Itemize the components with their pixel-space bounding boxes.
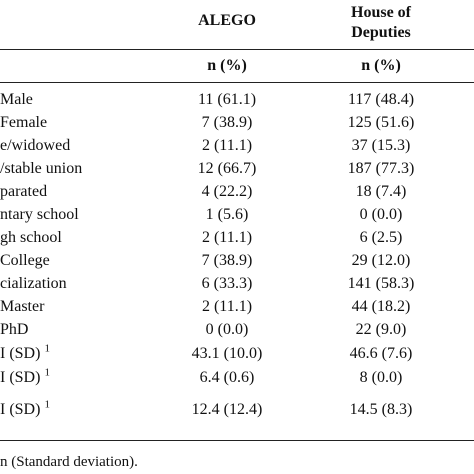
row-label-text: I (SD) [0, 401, 41, 418]
row-label: gh school [0, 227, 62, 249]
table-row: I (SD) 1 12.4 (12.4) 14.5 (8.3) [0, 399, 474, 421]
table-row: I (SD) 1 6.4 (0.6) 8 (0.0) [0, 367, 474, 389]
row-label-text: e/widowed [0, 137, 71, 154]
row-label-text: Male [0, 91, 33, 108]
table-row: Master 2 (11.1) 44 (18.2) [0, 296, 474, 318]
footnote: n (Standard deviation). [0, 454, 138, 470]
footnote-marker: 1 [44, 398, 50, 411]
table-row: parated 4 (22.2) 18 (7.4) [0, 181, 474, 203]
row-label: parated [0, 181, 47, 203]
cell-alego: 43.1 (10.0) [191, 345, 263, 362]
table-row: College 7 (38.9) 29 (12.0) [0, 250, 474, 272]
table-row: cialization 6 (33.3) 141 (58.3) [0, 273, 474, 295]
row-label-text: Female [0, 114, 48, 131]
cell-alego: 2 (11.1) [201, 229, 253, 246]
cell-house: 6 (2.5) [359, 229, 403, 246]
subheader-house: n (%) [361, 57, 401, 74]
header-divider [0, 49, 474, 50]
cell-alego: 2 (11.1) [201, 298, 253, 315]
cell-house: 46.6 (7.6) [349, 345, 413, 362]
cell-house: 44 (18.2) [351, 298, 411, 315]
row-label: PhD [0, 319, 28, 341]
cell-house: 117 (48.4) [347, 91, 415, 108]
row-label: Female [0, 112, 47, 134]
table-row: Female 7 (38.9) 125 (51.6) [0, 112, 474, 134]
row-label-text: College [0, 252, 50, 269]
cell-alego: 7 (38.9) [201, 252, 253, 269]
cell-alego: 6 (33.3) [201, 275, 253, 292]
row-label-text: PhD [0, 321, 29, 338]
cell-house: 37 (15.3) [351, 137, 411, 154]
cell-alego: 11 (61.1) [197, 91, 257, 108]
cell-house: 8 (0.0) [359, 369, 403, 386]
row-label-text: I (SD) [0, 369, 41, 386]
cell-house: 125 (51.6) [347, 114, 415, 131]
table-bottom-rule [0, 440, 474, 441]
row-label: cialization [0, 273, 67, 295]
cell-alego: 12.4 (12.4) [191, 401, 263, 418]
row-label: /stable union [0, 158, 82, 180]
table-row: gh school 2 (11.1) 6 (2.5) [0, 227, 474, 249]
cell-house: 18 (7.4) [355, 183, 407, 200]
row-label: I (SD) 1 [0, 343, 50, 365]
cell-house: 0 (0.0) [359, 206, 403, 223]
row-label: e/widowed [0, 135, 70, 157]
cell-house: 29 (12.0) [351, 252, 411, 269]
subheader-divider [0, 82, 474, 83]
column-header-house-line2: Deputies [351, 24, 411, 41]
row-label-text: I (SD) [0, 345, 41, 362]
cell-alego: 7 (38.9) [201, 114, 253, 131]
table-row: /stable union 12 (66.7) 187 (77.3) [0, 158, 474, 180]
column-header-alego: ALEGO [198, 12, 256, 29]
cell-house: 22 (9.0) [355, 321, 407, 338]
row-label-text: ntary school [0, 206, 79, 223]
cell-alego: 6.4 (0.6) [199, 369, 255, 386]
row-label: Male [0, 89, 33, 111]
cell-house: 14.5 (8.3) [349, 401, 413, 418]
table-row: I (SD) 1 43.1 (10.0) 46.6 (7.6) [0, 343, 474, 365]
column-header-house-line1: House of [351, 4, 411, 21]
cell-alego: 2 (11.1) [201, 137, 253, 154]
row-label: College [0, 250, 50, 272]
row-label: I (SD) 1 [0, 399, 50, 421]
subheader-alego: n (%) [207, 57, 247, 74]
footnote-marker: 1 [44, 366, 50, 379]
row-label-text: parated [0, 183, 48, 200]
row-label: I (SD) 1 [0, 367, 50, 389]
row-label: ntary school [0, 204, 79, 226]
cell-alego: 1 (5.6) [205, 206, 249, 223]
cell-alego: 12 (66.7) [197, 160, 257, 177]
row-label-text: /stable union [0, 160, 83, 177]
table-row: ntary school 1 (5.6) 0 (0.0) [0, 204, 474, 226]
row-label: Master [0, 296, 44, 318]
row-label-text: Master [0, 298, 45, 315]
table-row: e/widowed 2 (11.1) 37 (15.3) [0, 135, 474, 157]
cell-alego: 0 (0.0) [205, 321, 249, 338]
footnote-marker: 1 [44, 342, 50, 355]
cell-alego: 4 (22.2) [201, 183, 253, 200]
cell-house: 141 (58.3) [347, 275, 415, 292]
table-row: PhD 0 (0.0) 22 (9.0) [0, 319, 474, 341]
row-label-text: gh school [0, 229, 62, 246]
table-row: Male 11 (61.1) 117 (48.4) [0, 89, 474, 111]
row-label-text: cialization [0, 275, 67, 292]
cell-house: 187 (77.3) [347, 160, 415, 177]
